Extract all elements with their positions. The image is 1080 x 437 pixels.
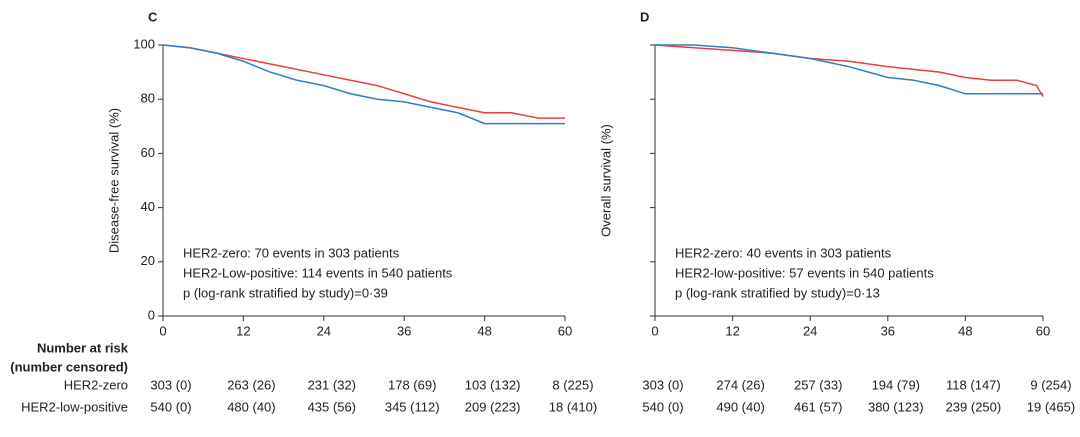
risk-cell: 194 (79) bbox=[872, 377, 920, 392]
y-tick-label: 100 bbox=[133, 36, 155, 51]
risk-cell: 231 (32) bbox=[308, 377, 356, 392]
risk-header: (number censored) bbox=[10, 359, 128, 374]
annotation: p (log-rank stratified by study)=0·39 bbox=[183, 285, 388, 300]
risk-cell: 490 (40) bbox=[716, 399, 764, 414]
x-tick-label: 12 bbox=[236, 323, 250, 338]
risk-cell: 209 (223) bbox=[465, 399, 521, 414]
risk-cell: 239 (250) bbox=[946, 399, 1002, 414]
risk-cell: 540 (0) bbox=[150, 399, 191, 414]
x-tick-label: 60 bbox=[558, 323, 572, 338]
risk-cell: 540 (0) bbox=[642, 399, 683, 414]
x-tick-label: 24 bbox=[803, 323, 817, 338]
y-tick-label: 40 bbox=[141, 199, 155, 214]
x-tick-label: 60 bbox=[1036, 323, 1050, 338]
x-tick-label: 48 bbox=[958, 323, 972, 338]
panel-label: D bbox=[640, 9, 649, 24]
risk-row-label: HER2-low-positive bbox=[21, 399, 128, 414]
risk-cell: 480 (40) bbox=[227, 399, 275, 414]
x-tick-label: 36 bbox=[397, 323, 411, 338]
risk-cell: 263 (26) bbox=[227, 377, 275, 392]
risk-cell: 118 (147) bbox=[946, 377, 1001, 392]
risk-cell: 345 (112) bbox=[385, 399, 440, 414]
risk-header: Number at risk bbox=[37, 340, 129, 355]
risk-cell: 380 (123) bbox=[868, 399, 924, 414]
annotation: HER2-zero: 40 events in 303 patients bbox=[675, 245, 892, 260]
y-tick-label: 60 bbox=[141, 145, 155, 160]
risk-cell: 9 (254) bbox=[1030, 377, 1071, 392]
annotation: HER2-zero: 70 events in 303 patients bbox=[183, 245, 400, 260]
survival-curve bbox=[654, 44, 1044, 97]
annotation: HER2-low-positive: 57 events in 540 pati… bbox=[675, 265, 934, 280]
risk-cell: 303 (0) bbox=[642, 377, 683, 392]
survival-curve bbox=[162, 44, 565, 119]
x-tick-label: 0 bbox=[159, 323, 166, 338]
risk-cell: 435 (56) bbox=[308, 399, 356, 414]
x-tick-label: 12 bbox=[725, 323, 739, 338]
panel-label: C bbox=[148, 9, 158, 24]
y-axis-label: Disease-free survival (%) bbox=[106, 108, 121, 253]
survival-curve bbox=[162, 44, 565, 125]
risk-cell: 257 (33) bbox=[794, 377, 842, 392]
risk-cell: 274 (26) bbox=[716, 377, 764, 392]
y-tick-label: 80 bbox=[141, 91, 155, 106]
risk-cell: 178 (69) bbox=[388, 377, 436, 392]
risk-row-label: HER2-zero bbox=[64, 377, 128, 392]
risk-cell: 19 (465) bbox=[1027, 399, 1075, 414]
x-tick-label: 0 bbox=[651, 323, 658, 338]
risk-cell: 461 (57) bbox=[794, 399, 842, 414]
x-tick-label: 24 bbox=[317, 323, 331, 338]
risk-cell: 18 (410) bbox=[549, 399, 597, 414]
risk-cell: 103 (132) bbox=[465, 377, 521, 392]
risk-cell: 303 (0) bbox=[150, 377, 191, 392]
annotation: HER2-Low-positive: 114 events in 540 pat… bbox=[183, 265, 453, 280]
x-tick-label: 48 bbox=[477, 323, 491, 338]
y-tick-label: 0 bbox=[148, 307, 155, 322]
annotation: p (log-rank stratified by study)=0·13 bbox=[675, 285, 880, 300]
survival-curve bbox=[655, 44, 1043, 95]
y-axis-label: Overall survival (%) bbox=[598, 124, 613, 237]
risk-cell: 8 (225) bbox=[552, 377, 593, 392]
y-tick-label: 20 bbox=[141, 253, 155, 268]
x-tick-label: 36 bbox=[881, 323, 895, 338]
